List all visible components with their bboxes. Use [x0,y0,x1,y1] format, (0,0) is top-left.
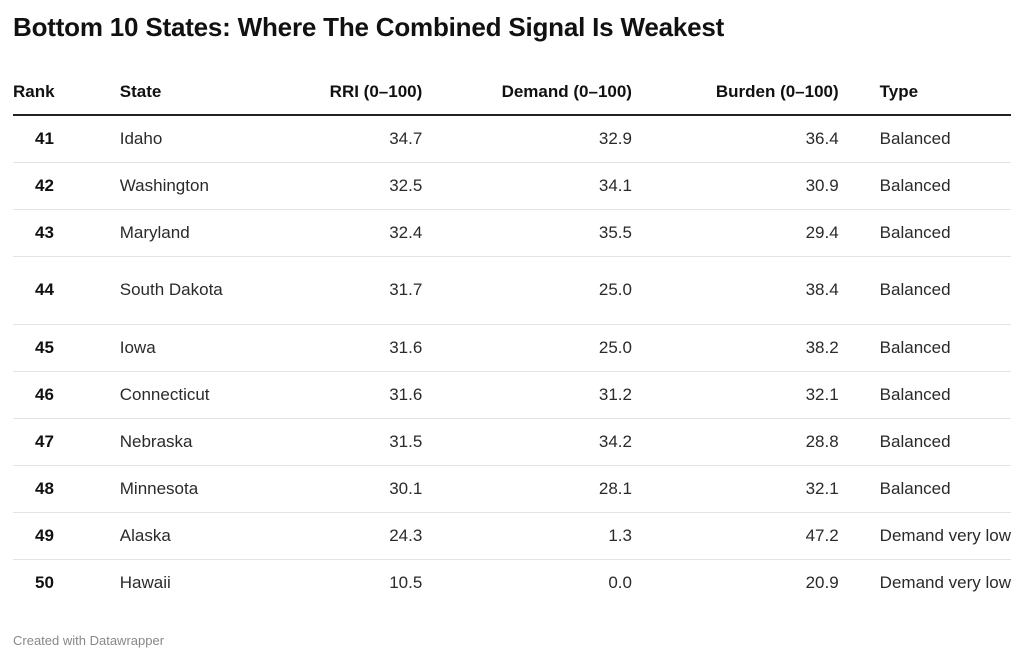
cell-rank: 48 [13,465,120,513]
cell-state: Iowa [119,324,240,372]
cell-demand: 1.3 [422,512,632,560]
cell-type: Balanced [838,418,1011,466]
cell-rank: 43 [13,209,120,257]
table-row: 44 South Dakota 31.7 25.0 38.4 Balanced [13,256,1011,325]
table-row: 42 Washington 32.5 34.1 30.9 Balanced [13,162,1011,210]
cell-state: Maryland [119,209,240,257]
cell-demand: 25.0 [422,324,632,372]
cell-rank: 45 [13,324,120,372]
footer-credit: Created with Datawrapper [13,633,165,648]
header-type[interactable]: Type [838,70,1011,116]
cell-demand: 31.2 [422,371,632,419]
cell-state: Connecticut [119,371,240,419]
cell-burden: 47.2 [631,512,839,560]
table-row: 45 Iowa 31.6 25.0 38.2 Balanced [13,324,1011,372]
header-rank[interactable]: Rank [13,70,120,116]
cell-rank: 50 [35,572,54,592]
cell-rank: 47 [13,418,120,466]
cell-burden: 36.4 [631,115,839,163]
cell-type: Balanced [838,115,1011,163]
header-state[interactable]: State [119,70,240,116]
cell-demand: 28.1 [422,465,632,513]
cell-rri: 34.7 [239,115,423,163]
chart-title: Bottom 10 States: Where The Combined Sig… [13,12,725,42]
cell-state: Washington [119,162,240,210]
cell-burden: 32.1 [631,371,839,419]
cell-rri: 31.5 [239,418,423,466]
cell-burden: 38.4 [631,256,839,325]
table-body: 41 Idaho 34.7 32.9 36.4 Balanced 42 Washington 3… [13,115,1011,606]
cell-rri: 10.5 [389,572,423,592]
cell-type: Balanced [838,209,1011,257]
table-row: 49 Alaska 24.3 1.3 47.2 Demand very low [13,512,1011,560]
cell-rri: 32.4 [239,209,423,257]
cell-rri: 31.7 [239,256,423,325]
cell-type: Balanced [838,162,1011,210]
cell-rank: 44 [13,256,120,325]
cell-burden: 29.4 [631,209,839,257]
header-row: Rank State RRI (0–100) Demand (0–100) Bu… [13,70,1011,116]
cell-burden: 28.8 [631,418,839,466]
cell-type: Demand very low [879,572,1011,592]
cell-rri: 32.5 [239,162,423,210]
cell-state: Alaska [119,512,240,560]
data-table: Rank State RRI (0–100) Demand (0–100) Bu… [13,70,1011,606]
cell-burden: 30.9 [631,162,839,210]
cell-type: Balanced [838,465,1011,513]
cell-state: South Dakota [119,256,240,325]
table-row: 48 Minnesota 30.1 28.1 32.1 Balanced [13,465,1011,513]
cell-burden: 32.1 [631,465,839,513]
table-row: 46 Connecticut 31.6 31.2 32.1 Balanced [13,371,1011,419]
cell-type: Balanced [838,256,1011,325]
cell-type: Demand very low [838,512,1011,560]
cell-rri: 31.6 [239,371,423,419]
cell-demand: 35.5 [422,209,632,257]
cell-state: Nebraska [119,418,240,466]
cell-burden: 38.2 [631,324,839,372]
header-burden[interactable]: Burden (0–100) [631,70,839,116]
table-row: 50 Hawaii 10.5 0.0 20.9 Demand very low [13,559,1011,606]
cell-type: Balanced [838,371,1011,419]
cell-state: Minnesota [119,465,240,513]
cell-rank: 49 [13,512,120,560]
cell-state: Idaho [119,115,240,163]
cell-rri: 30.1 [239,465,423,513]
cell-rank: 46 [13,371,120,419]
cell-type: Balanced [838,324,1011,372]
table-row: 41 Idaho 34.7 32.9 36.4 Balanced [13,115,1011,163]
cell-demand: 25.0 [422,256,632,325]
cell-demand: 34.2 [422,418,632,466]
cell-state: Hawaii [119,572,171,592]
cell-rri: 24.3 [239,512,423,560]
cell-rank: 42 [13,162,120,210]
table-row: 43 Maryland 32.4 35.5 29.4 Balanced [13,209,1011,257]
cell-demand: 32.9 [422,115,632,163]
header-rri[interactable]: RRI (0–100) [239,70,423,116]
cell-demand: 34.1 [422,162,632,210]
cell-demand: 0.0 [608,572,632,592]
table-row: 47 Nebraska 31.5 34.2 28.8 Balanced [13,418,1011,466]
header-demand[interactable]: Demand (0–100) [422,70,632,116]
cell-rri: 31.6 [239,324,423,372]
cell-rank: 41 [13,115,120,163]
cell-burden: 20.9 [805,572,839,592]
